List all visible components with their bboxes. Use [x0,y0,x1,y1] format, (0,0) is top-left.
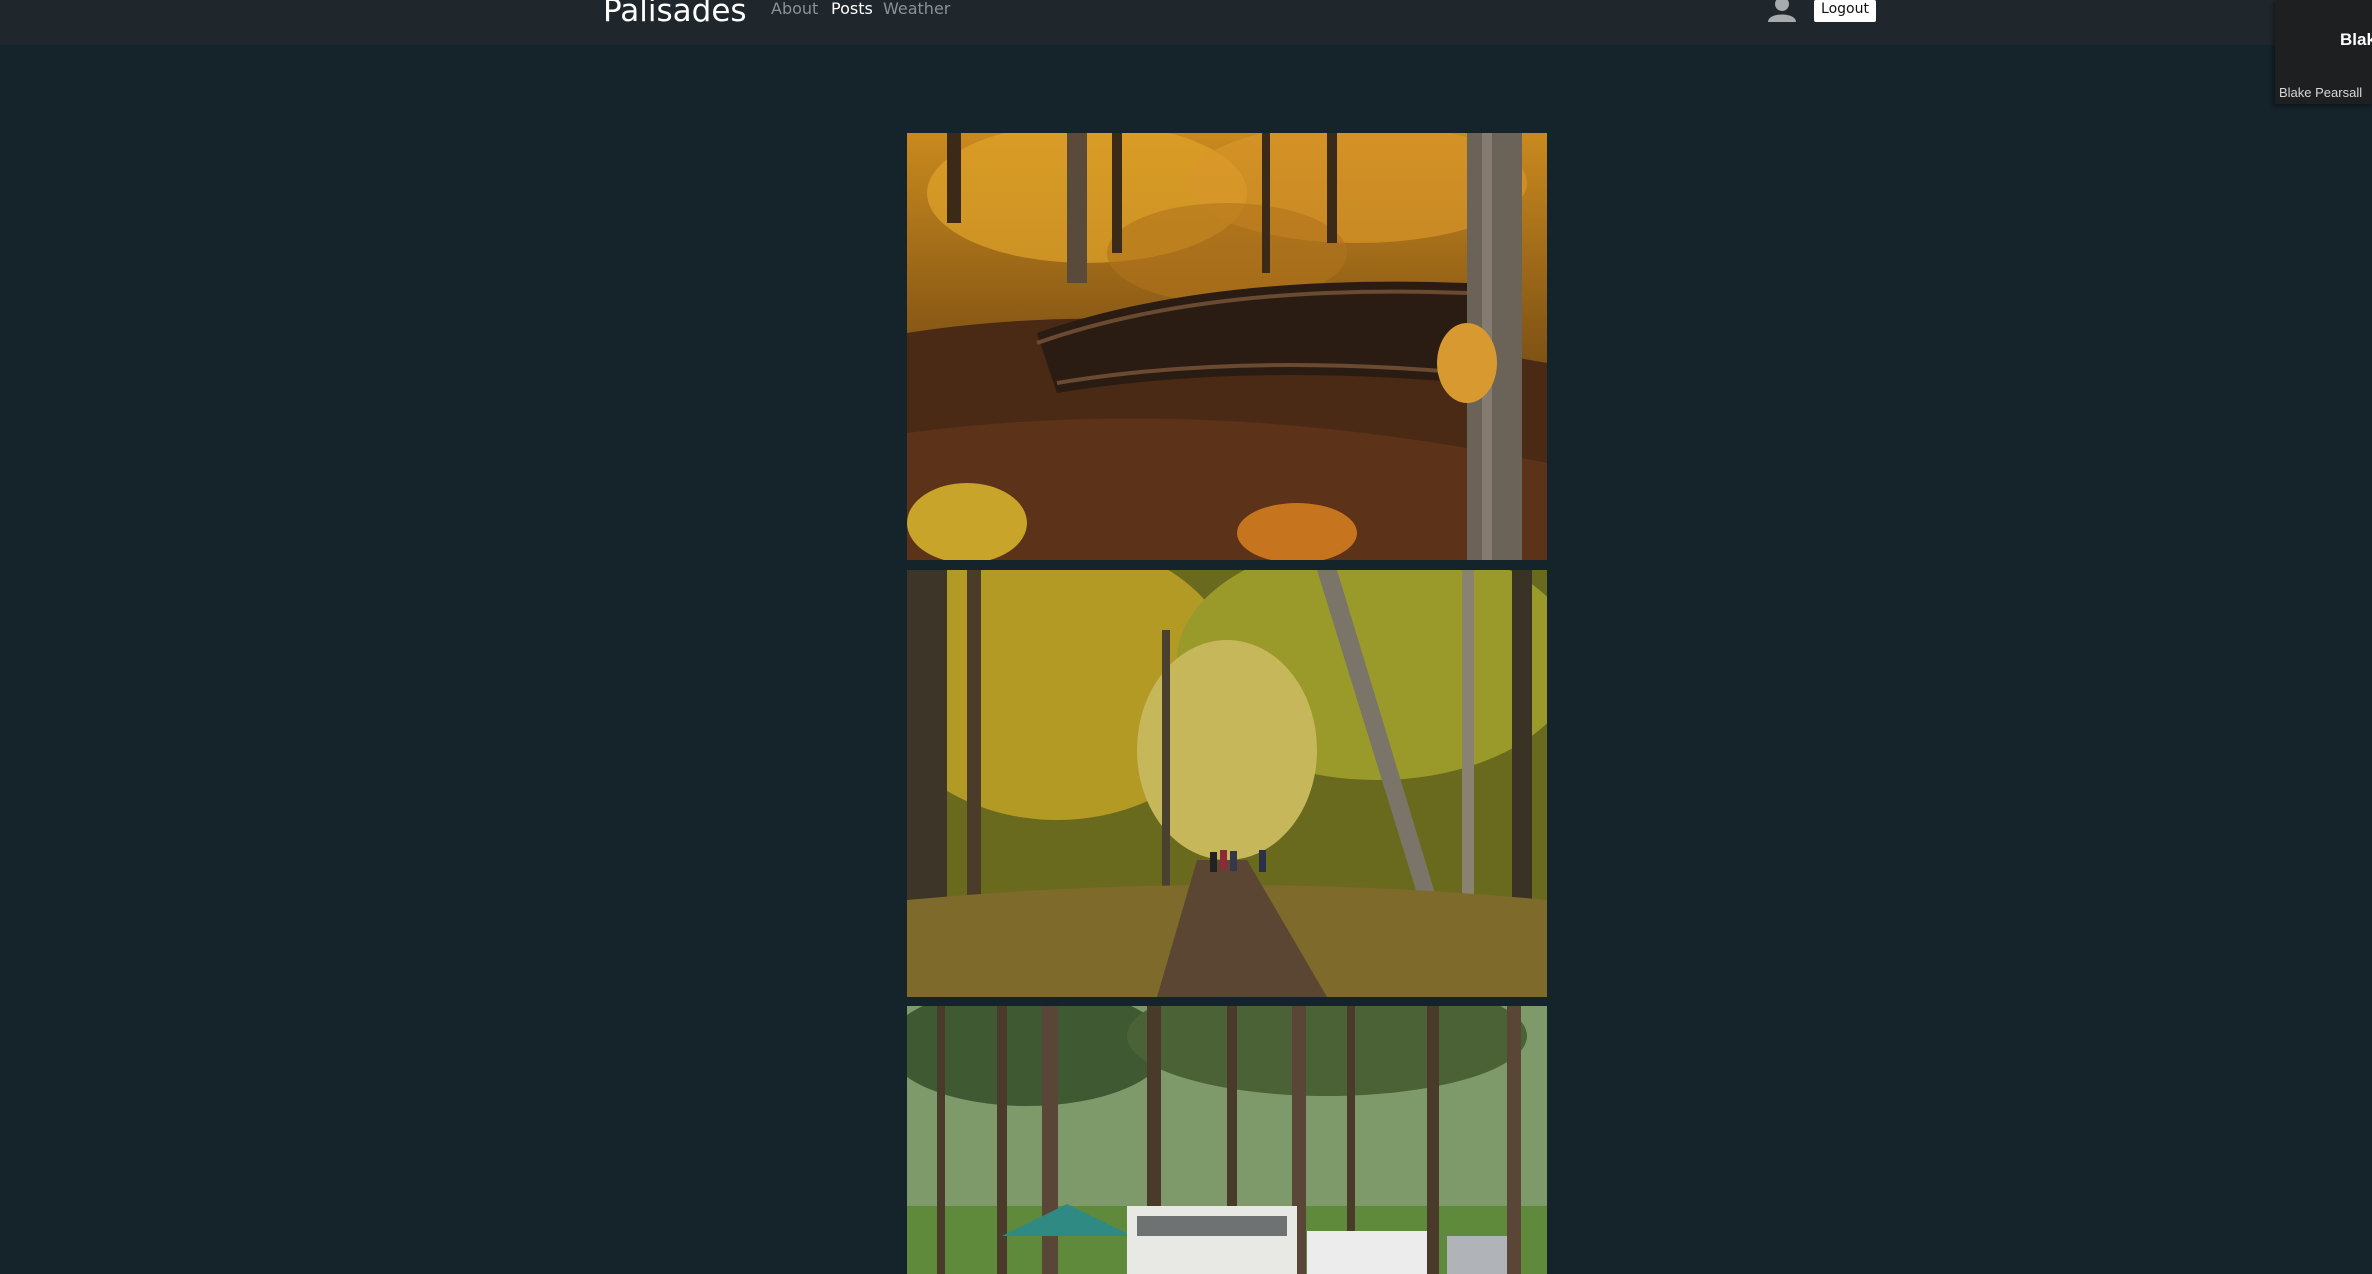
post-image-campground[interactable] [907,1006,1547,1274]
user-name-large: Blake [2340,30,2372,49]
nav-link-weather[interactable]: Weather [883,0,951,18]
nav-link-posts[interactable]: Posts [831,0,873,18]
nav-link-about[interactable]: About [771,0,819,18]
user-side-panel: Blake Blake Pearsall [2275,0,2372,104]
logout-button[interactable]: Logout [1814,0,1876,22]
post-image-footbridge[interactable] [907,133,1547,560]
post-image-forest-trail[interactable] [907,570,1547,997]
top-navbar: Palisades About Posts Weather Logout [0,0,2372,45]
user-name-small: Blake Pearsall [2279,85,2363,100]
user-avatar-icon[interactable] [1767,0,1797,22]
brand-title[interactable]: Palisades [603,0,747,29]
